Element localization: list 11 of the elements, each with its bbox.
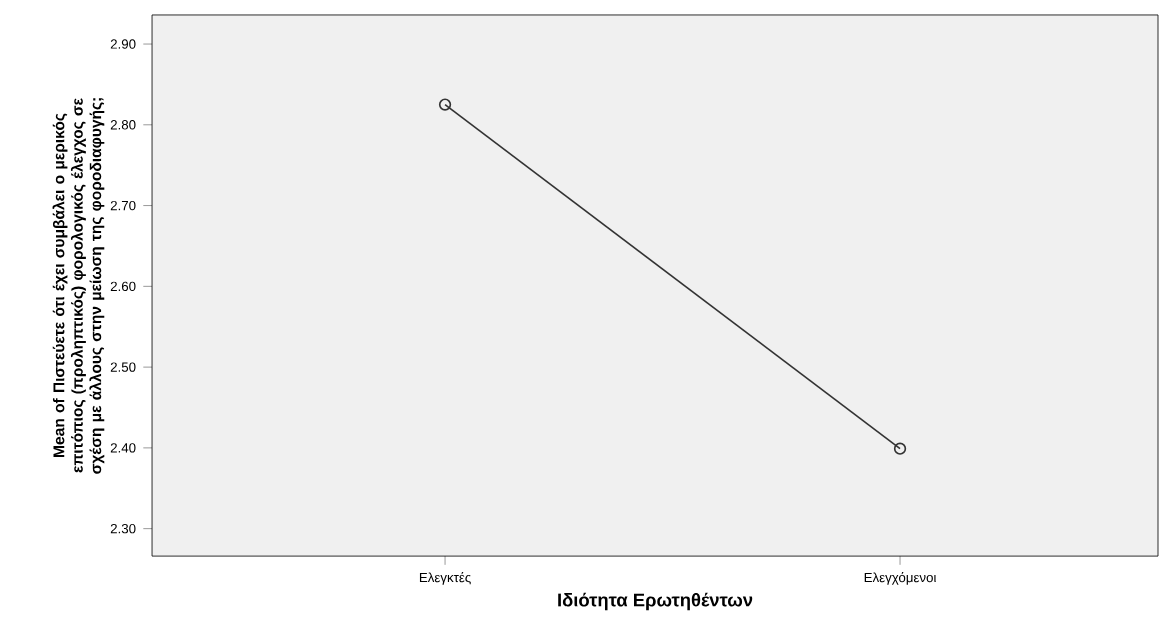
x-tick-label: Ελεγχόμενοι <box>864 572 937 585</box>
y-tick-label: 2.90 <box>110 39 136 49</box>
x-tick-label: Ελεγκτές <box>419 572 471 585</box>
y-tick-label: 2.30 <box>110 523 136 534</box>
y-axis-title: Mean of Πιστεύετε ότι έχει συμβάλει ο μερικός επιτόπιος (προληπτικός) φορολογικός έλεγχος σε σχέση με άλλους στην μείωση της φοροδιαφυγής; <box>52 98 105 474</box>
y-tick-label: 2.50 <box>110 362 136 372</box>
y-tick-label: 2.60 <box>110 281 136 292</box>
x-axis-title: Ιδιότητα Ερωτηθέντων <box>558 592 753 611</box>
y-tick-label: 2.80 <box>110 120 136 130</box>
y-tick-label: 2.40 <box>110 443 136 453</box>
y-tick-label: 2.70 <box>110 200 136 211</box>
